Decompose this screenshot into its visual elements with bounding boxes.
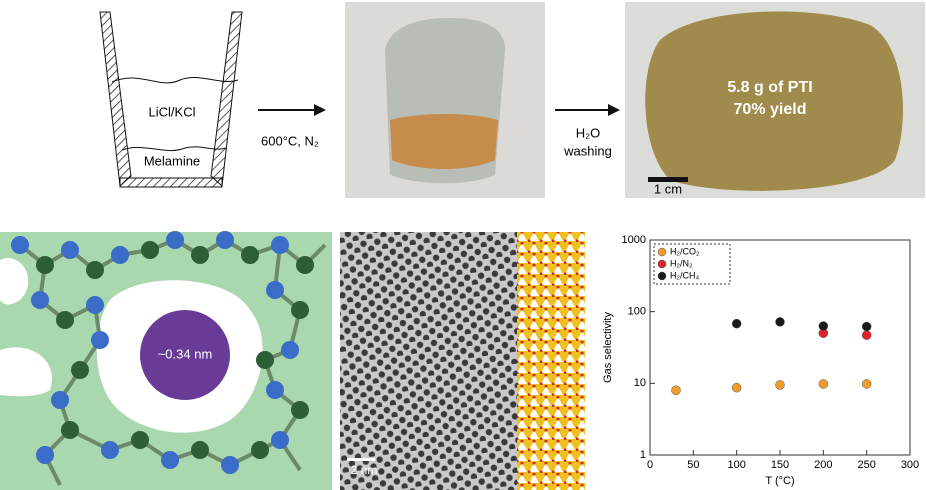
crucible: LiCl/KCl Melamine xyxy=(99,11,243,188)
x-tick-label: 200 xyxy=(814,459,832,471)
x-tick-label: 50 xyxy=(687,459,699,471)
y-tick-label: 10 xyxy=(634,377,646,389)
tem-image xyxy=(340,232,585,490)
data-point xyxy=(731,382,742,393)
legend-label: H₂/N₂ xyxy=(670,258,693,268)
x-axis-title: T (°C) xyxy=(765,475,794,487)
x-tick-label: 300 xyxy=(901,459,919,471)
legend-marker xyxy=(657,247,667,257)
data-point xyxy=(731,318,742,329)
arrow xyxy=(258,104,326,116)
x-tick-label: 100 xyxy=(727,459,745,471)
y-tick-label: 100 xyxy=(628,306,646,318)
step1-condition: 600°C, N₂ xyxy=(261,133,319,148)
data-point xyxy=(861,330,872,340)
photo-scale: 1 cm xyxy=(654,181,682,196)
data-point xyxy=(775,380,785,390)
x-tick-label: 150 xyxy=(771,459,789,471)
data-point xyxy=(861,379,872,389)
precursor-label: Melamine xyxy=(144,153,200,168)
data-point xyxy=(818,321,829,331)
product-yield: 70% yield xyxy=(734,101,807,118)
salt-label: LiCl/KCl xyxy=(149,104,196,119)
y-axis-title: Gas selectivity xyxy=(602,312,614,383)
legend-marker xyxy=(657,259,667,269)
pore-label: ~0.34 nm xyxy=(158,346,213,361)
molecular-structure xyxy=(0,231,332,490)
legend-label: H₂/CH₄ xyxy=(670,270,699,280)
tem-scale: 2 nm xyxy=(351,463,378,477)
data-point xyxy=(671,385,681,396)
crucible-photo xyxy=(345,2,545,198)
y-tick-label: 1 xyxy=(640,449,646,461)
data-point xyxy=(861,321,872,332)
data-point xyxy=(775,317,785,327)
legend-box xyxy=(653,243,731,285)
step2-line1: H₂O xyxy=(576,125,601,140)
legend-label: H₂/CO₂ xyxy=(670,246,700,256)
product-photo xyxy=(625,2,925,198)
legend-marker xyxy=(657,271,667,281)
x-tick-label: 0 xyxy=(647,459,653,471)
x-tick-label: 250 xyxy=(857,459,875,471)
data-point xyxy=(818,379,829,389)
chart: 1 10 100 1000 0 50 100 150 200 250 300 T (°C) Gas se… xyxy=(602,234,919,487)
arrow xyxy=(555,104,620,116)
product-mass: 5.8 g of PTI xyxy=(727,79,812,96)
y-tick-label: 1000 xyxy=(622,234,646,246)
step2-line2: washing xyxy=(563,143,612,158)
